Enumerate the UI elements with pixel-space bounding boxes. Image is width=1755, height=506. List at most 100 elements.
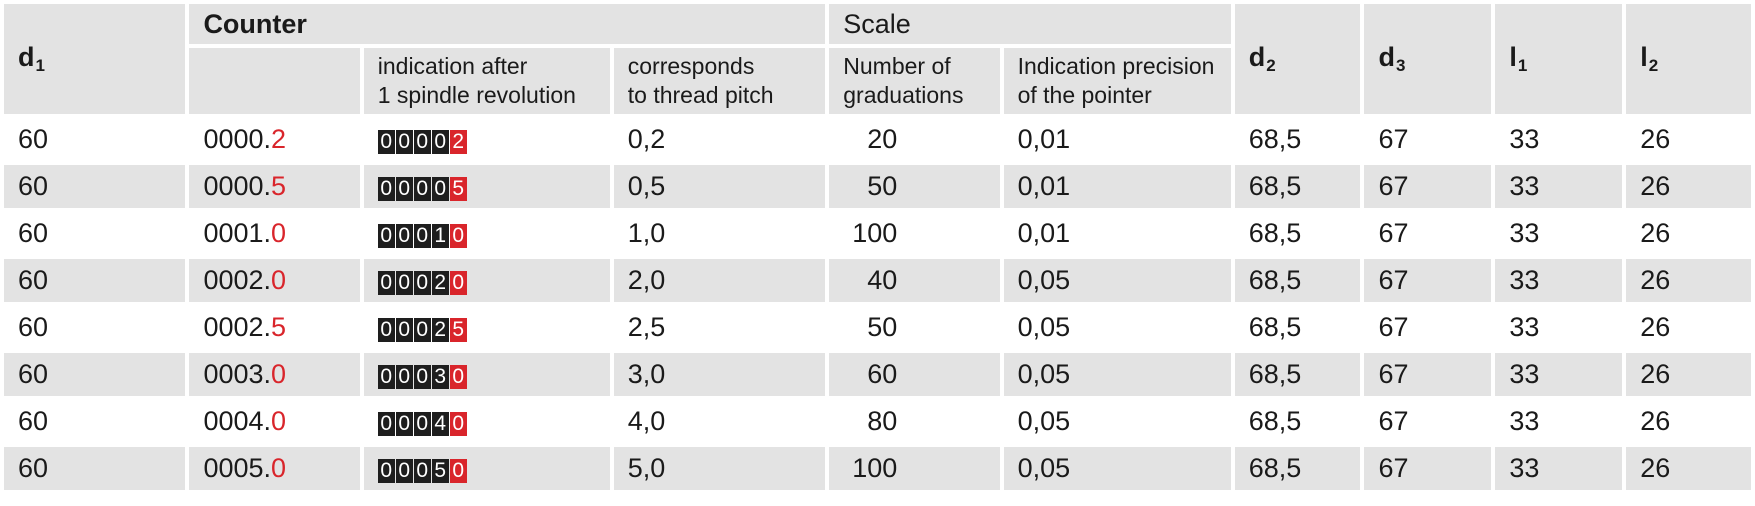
cell-d2: 68,5 [1234,447,1361,490]
counter-decimal: 5 [271,171,287,201]
cell-l2: 26 [1626,118,1751,161]
drum-digit: 0 [395,224,413,248]
header-thread-pitch: corresponds to thread pitch [613,48,826,114]
counter-value: 0004. [203,406,272,436]
drum-digit: 0 [431,130,449,154]
cell-thread-pitch: 3,0 [613,353,826,396]
drum-digit: 5 [449,177,467,201]
header-counter-blank [189,48,360,114]
cell-l2: 26 [1626,259,1751,302]
cell-thread-pitch: 2,5 [613,306,826,349]
cell-counter: 0003.0 [189,353,360,396]
cell-l2: 26 [1626,400,1751,443]
cell-d1: 60 [4,165,186,208]
cell-counter: 0000.2 [189,118,360,161]
drum-digit: 0 [449,224,467,248]
cell-thread-pitch: 1,0 [613,212,826,255]
cell-d1: 60 [4,447,186,490]
cell-graduations: 80 [829,400,1000,443]
drum-digit: 0 [431,177,449,201]
counter-spec-table: d1 Counter Scale d2 d3 l1 l2 indication … [4,4,1751,490]
cell-precision: 0,01 [1003,118,1231,161]
cell-precision: 0,05 [1003,306,1231,349]
header-graduations: Number of graduations [829,48,1000,114]
drum-digit: 0 [413,318,431,342]
cell-graduations: 40 [829,259,1000,302]
cell-d3: 67 [1364,306,1492,349]
cell-d2: 68,5 [1234,306,1361,349]
header-d2: d2 [1234,4,1361,114]
cell-counter: 0002.0 [189,259,360,302]
counter-decimal: 2 [271,124,287,154]
drum-digit: 0 [449,271,467,295]
cell-d3: 67 [1364,447,1492,490]
cell-thread-pitch: 2,0 [613,259,826,302]
table-row: 60 0000.5 0 0 0 0 5 0,5 50 0,01 68,5 67 33 26 [4,165,1751,208]
table-row: 60 0002.0 0 0 0 2 0 2,0 40 0,05 68,5 67 33 26 [4,259,1751,302]
cell-l1: 33 [1495,118,1623,161]
cell-d2: 68,5 [1234,353,1361,396]
cell-precision: 0,01 [1003,165,1231,208]
header-scale: Scale [829,4,1231,44]
table-row: 60 0001.0 0 0 0 1 0 1,0 100 0,01 68,5 67 33 26 [4,212,1751,255]
graduations-value: 100 [852,218,898,248]
cell-d1: 60 [4,259,186,302]
header-d3: d3 [1364,4,1492,114]
table-row: 60 0004.0 0 0 0 4 0 4,0 80 0,05 68,5 67 33 26 [4,400,1751,443]
drum-digit: 0 [449,365,467,389]
counter-decimal: 0 [271,406,287,436]
counter-value: 0002. [203,265,272,295]
drum-digit: 0 [377,130,395,154]
graduations-value: 60 [867,359,898,389]
cell-l1: 33 [1495,259,1623,302]
drum-digit: 0 [413,130,431,154]
cell-d1: 60 [4,400,186,443]
drum-digit: 0 [413,412,431,436]
table-row: 60 0000.2 0 0 0 0 2 0,2 20 0,01 68,5 67 33 26 [4,118,1751,161]
cell-d3: 67 [1364,259,1492,302]
graduations-value: 50 [867,312,898,342]
cell-l1: 33 [1495,306,1623,349]
table-row: 60 0003.0 0 0 0 3 0 3,0 60 0,05 68,5 67 33 26 [4,353,1751,396]
cell-graduations: 50 [829,306,1000,349]
counter-decimal: 0 [271,453,287,483]
drum-digit: 0 [377,412,395,436]
cell-counter: 0004.0 [189,400,360,443]
counter-value: 0001. [203,218,272,248]
cell-l2: 26 [1626,447,1751,490]
cell-d3: 67 [1364,165,1492,208]
table-body: 60 0000.2 0 0 0 0 2 0,2 20 0,01 68,5 67 33 26 60 0000.5… [4,118,1751,490]
counter-decimal: 0 [271,265,287,295]
drum-digit: 0 [377,271,395,295]
cell-graduations: 100 [829,212,1000,255]
cell-d2: 68,5 [1234,165,1361,208]
cell-thread-pitch: 0,2 [613,118,826,161]
cell-l1: 33 [1495,353,1623,396]
cell-d3: 67 [1364,212,1492,255]
drum-digit: 0 [413,271,431,295]
cell-l2: 26 [1626,353,1751,396]
header-l1: l1 [1495,4,1623,114]
counter-decimal: 5 [271,312,287,342]
cell-d3: 67 [1364,353,1492,396]
counter-value: 0000. [203,124,272,154]
cell-d3: 67 [1364,118,1492,161]
cell-precision: 0,05 [1003,400,1231,443]
cell-counter: 0001.0 [189,212,360,255]
cell-d2: 68,5 [1234,118,1361,161]
cell-l1: 33 [1495,400,1623,443]
header-d1: d1 [4,4,186,114]
cell-precision: 0,01 [1003,212,1231,255]
drum-digit: 0 [413,365,431,389]
counter-value: 0000. [203,171,272,201]
drum-digit: 0 [413,459,431,483]
